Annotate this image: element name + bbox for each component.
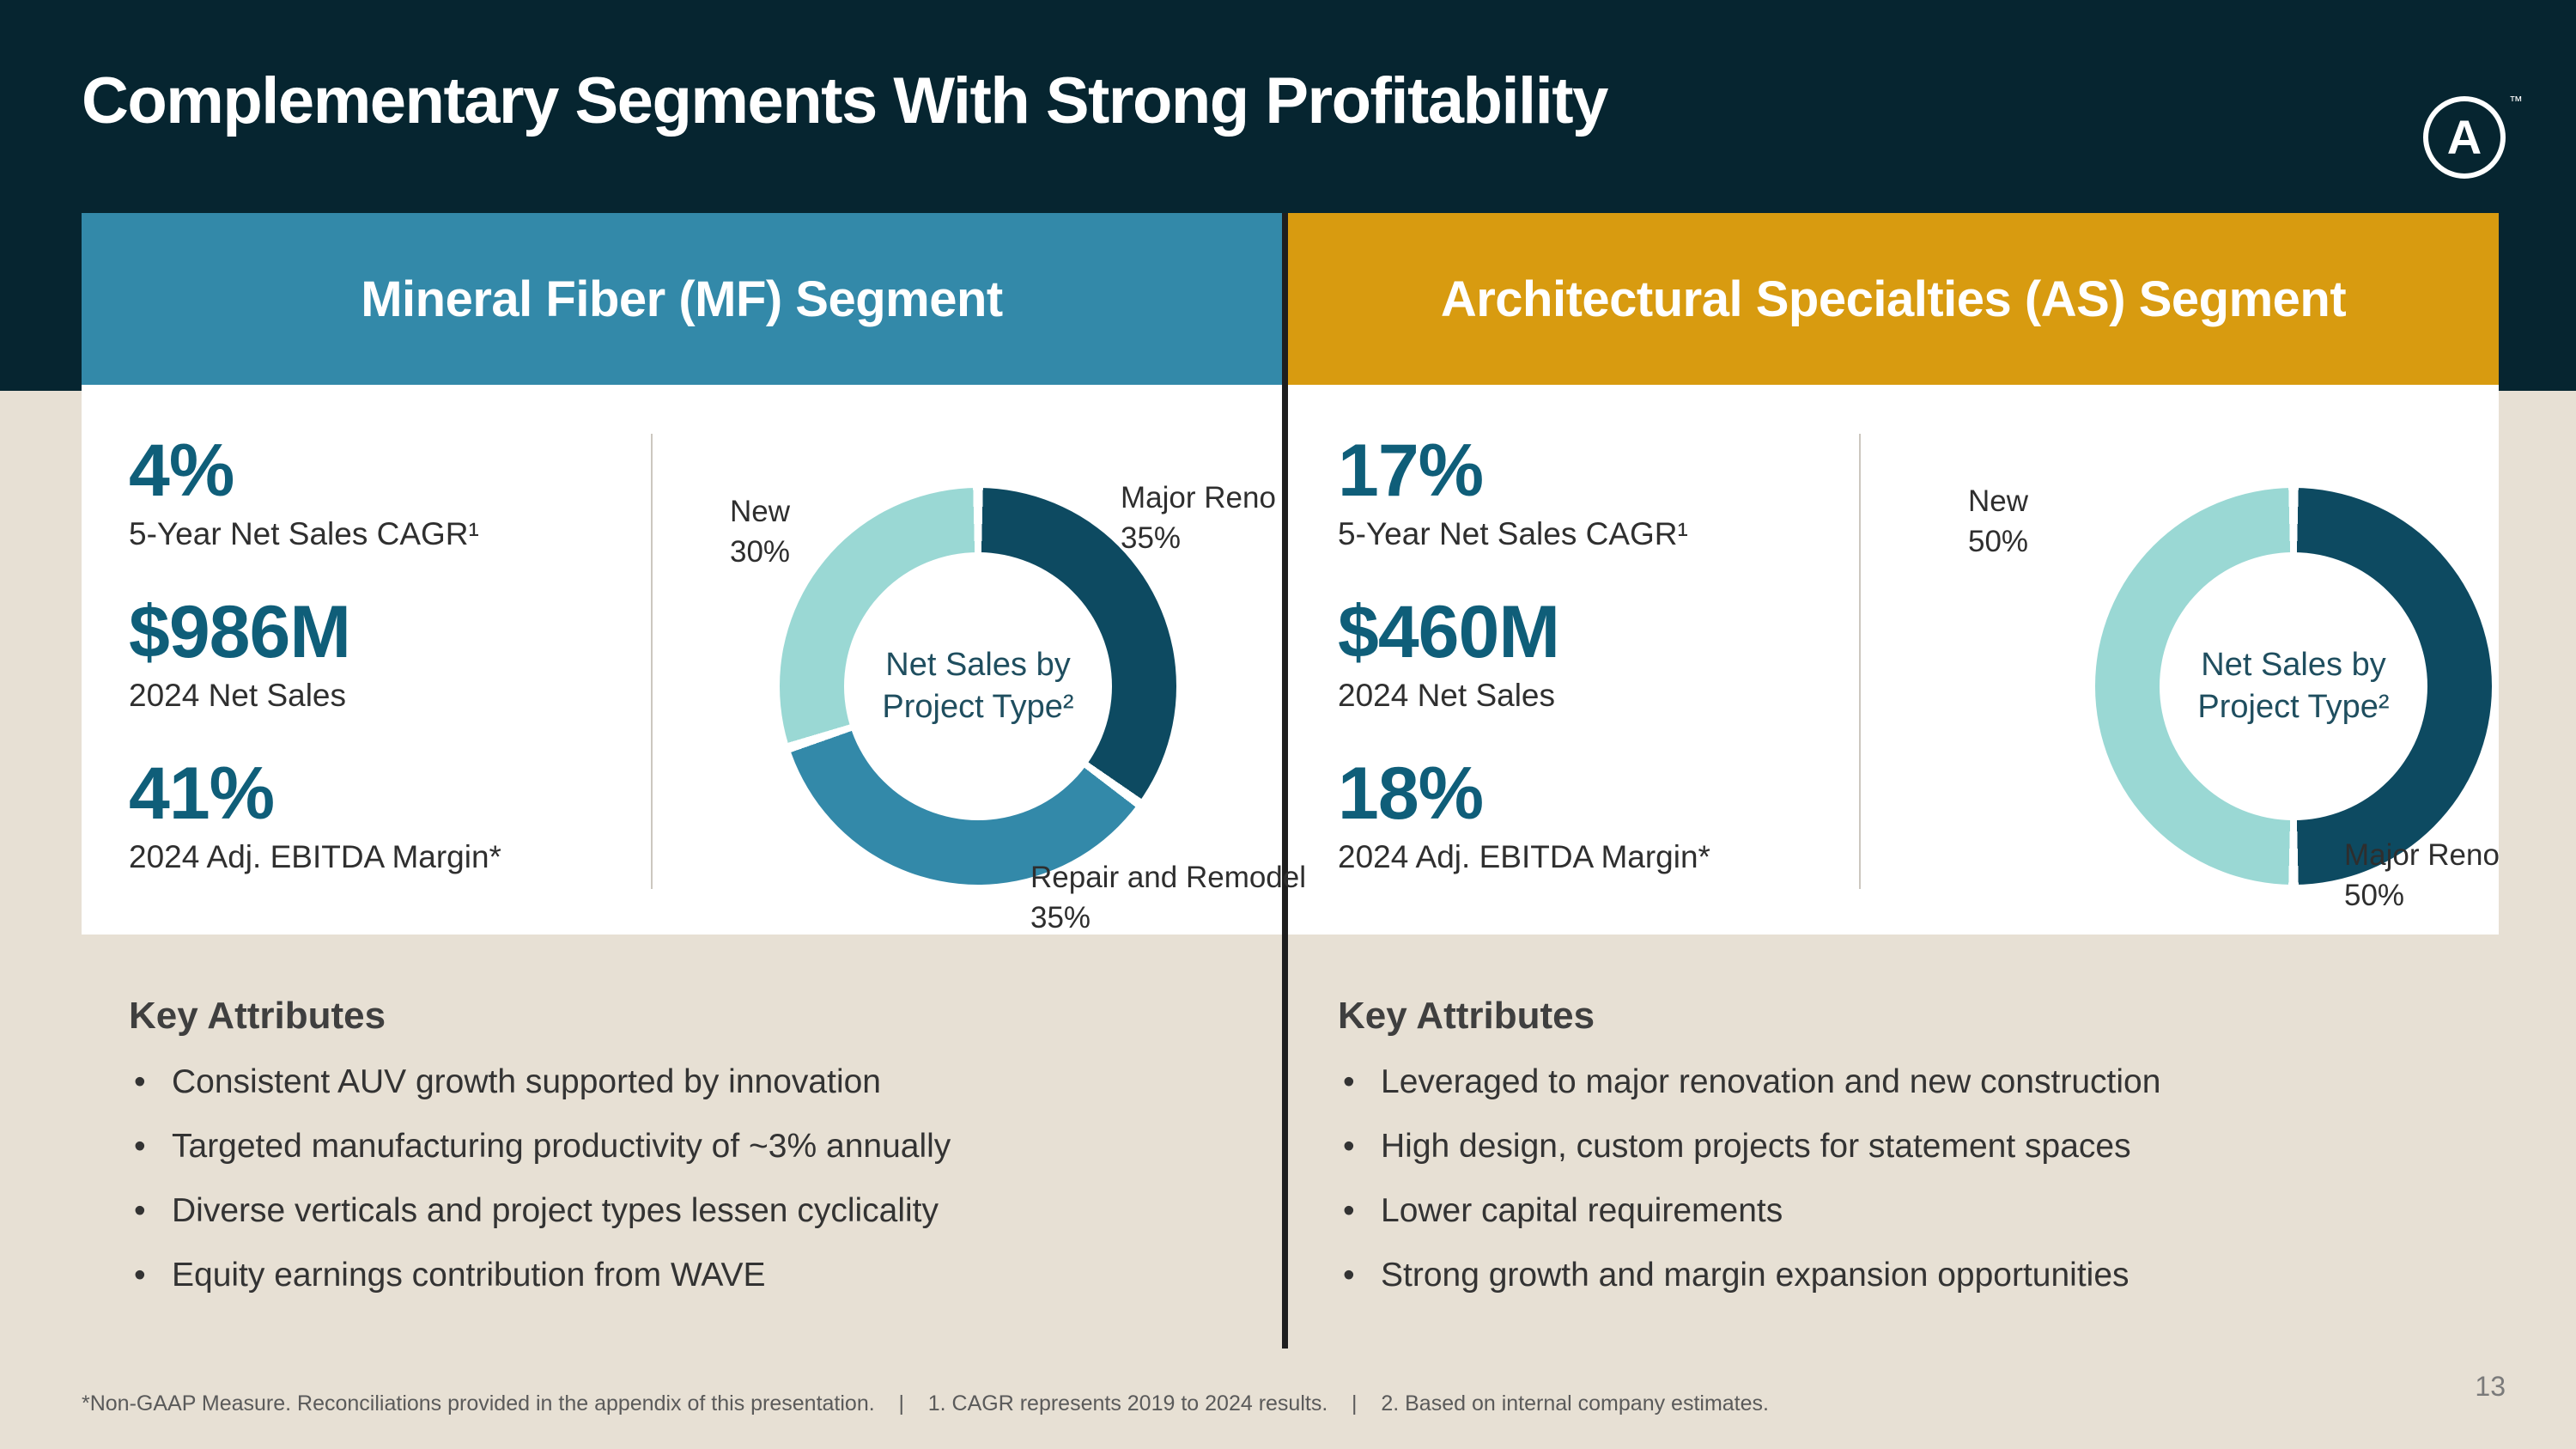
chart-label-mf-repair-remodel: Repair and Remodel 35% <box>1030 857 1306 939</box>
segment-header-mineral-fiber: Mineral Fiber (MF) Segment <box>82 213 1282 385</box>
slice-pct: 50% <box>1968 525 2029 559</box>
donut-chart-as: Net Sales by Project Type² <box>2095 488 2492 885</box>
as-stats: 17% 5-Year Net Sales CAGR¹ $460M 2024 Ne… <box>1338 434 1870 918</box>
stat-value: 4% <box>129 429 234 512</box>
donut-hole: Net Sales by Project Type² <box>844 552 1112 820</box>
mf-stat-net-sales: $986M 2024 Net Sales <box>129 595 661 714</box>
list-item: Targeted manufacturing productivity of ~… <box>129 1128 1279 1166</box>
armstrong-logo-icon: A ™ <box>2423 94 2523 179</box>
list-item: Lower capital requirements <box>1338 1192 2488 1230</box>
as-stat-ebitda-margin: 18% 2024 Adj. EBITDA Margin* <box>1338 757 1870 875</box>
stat-label: 2024 Net Sales <box>1338 678 1556 713</box>
slice-pct: 50% <box>2344 879 2405 913</box>
key-attributes-list: Consistent AUV growth supported by innov… <box>129 1063 1279 1294</box>
donut-center-label: Net Sales by Project Type² <box>882 646 1074 725</box>
stat-value: $986M <box>129 591 351 673</box>
donut-hole: Net Sales by Project Type² <box>2160 552 2427 820</box>
slice-label: Repair and Remodel <box>1030 861 1307 894</box>
key-attributes-list: Leveraged to major renovation and new co… <box>1338 1063 2488 1294</box>
chart-label-as-new: New 50% <box>1968 481 2028 563</box>
stat-label: 5-Year Net Sales CAGR¹ <box>129 516 479 551</box>
segment-header-as-label: Architectural Specialties (AS) Segment <box>1440 271 2347 327</box>
stat-label: 5-Year Net Sales CAGR¹ <box>1338 516 1688 551</box>
list-item: High design, custom projects for stateme… <box>1338 1128 2488 1166</box>
slice-label: Major Reno <box>1121 481 1276 514</box>
mf-stat-ebitda-margin: 41% 2024 Adj. EBITDA Margin* <box>129 757 661 875</box>
slice-pct: 35% <box>1121 521 1182 556</box>
as-key-attributes: Key Attributes Leveraged to major renova… <box>1338 995 2488 1321</box>
stat-label: 2024 Adj. EBITDA Margin* <box>1338 839 1710 874</box>
segment-header-architectural-specialties: Architectural Specialties (AS) Segment <box>1288 213 2499 385</box>
mf-key-attributes: Key Attributes Consistent AUV growth sup… <box>129 995 1279 1321</box>
mf-stats: 4% 5-Year Net Sales CAGR¹ $986M 2024 Net… <box>129 434 661 918</box>
list-item: Equity earnings contribution from WAVE <box>129 1257 1279 1294</box>
as-stat-cagr: 17% 5-Year Net Sales CAGR¹ <box>1338 434 1870 552</box>
slide-title: Complementary Segments With Strong Profi… <box>82 64 1608 137</box>
list-item: Leveraged to major renovation and new co… <box>1338 1063 2488 1101</box>
mf-stat-divider <box>651 434 653 889</box>
chart-label-as-major-reno: Major Reno 50% <box>2344 835 2500 916</box>
center-divider <box>1282 213 1288 1349</box>
donut-chart-mf: Net Sales by Project Type² <box>780 488 1176 885</box>
stat-value: $460M <box>1338 591 1560 673</box>
stat-value: 18% <box>1338 752 1484 835</box>
logo-letter: A <box>2446 110 2482 164</box>
as-stat-net-sales: $460M 2024 Net Sales <box>1338 595 1870 714</box>
slice-label: New <box>730 495 791 528</box>
slice-label: Major Reno <box>2344 838 2500 872</box>
stat-label: 2024 Adj. EBITDA Margin* <box>129 839 501 874</box>
key-attributes-heading: Key Attributes <box>1338 995 1595 1037</box>
as-stat-divider <box>1859 434 1861 889</box>
list-item: Consistent AUV growth supported by innov… <box>129 1063 1279 1101</box>
segment-header-mf-label: Mineral Fiber (MF) Segment <box>361 271 1003 327</box>
stat-label: 2024 Net Sales <box>129 678 347 713</box>
list-item: Strong growth and margin expansion oppor… <box>1338 1257 2488 1294</box>
slice-label: New <box>1968 484 2029 518</box>
chart-label-mf-major-reno: Major Reno 35% <box>1121 478 1276 559</box>
list-item: Diverse verticals and project types less… <box>129 1192 1279 1230</box>
slice-pct: 35% <box>1030 901 1091 935</box>
stat-value: 17% <box>1338 429 1484 512</box>
mf-stat-cagr: 4% 5-Year Net Sales CAGR¹ <box>129 434 661 552</box>
logo-trademark: ™ <box>2509 94 2523 109</box>
stat-value: 41% <box>129 752 275 835</box>
slice-pct: 30% <box>730 535 791 569</box>
chart-label-mf-new: New 30% <box>730 491 790 573</box>
page-number: 13 <box>2475 1371 2506 1402</box>
key-attributes-heading: Key Attributes <box>129 995 386 1037</box>
donut-center-label: Net Sales by Project Type² <box>2197 646 2390 725</box>
footnote: *Non-GAAP Measure. Reconciliations provi… <box>82 1391 1769 1416</box>
